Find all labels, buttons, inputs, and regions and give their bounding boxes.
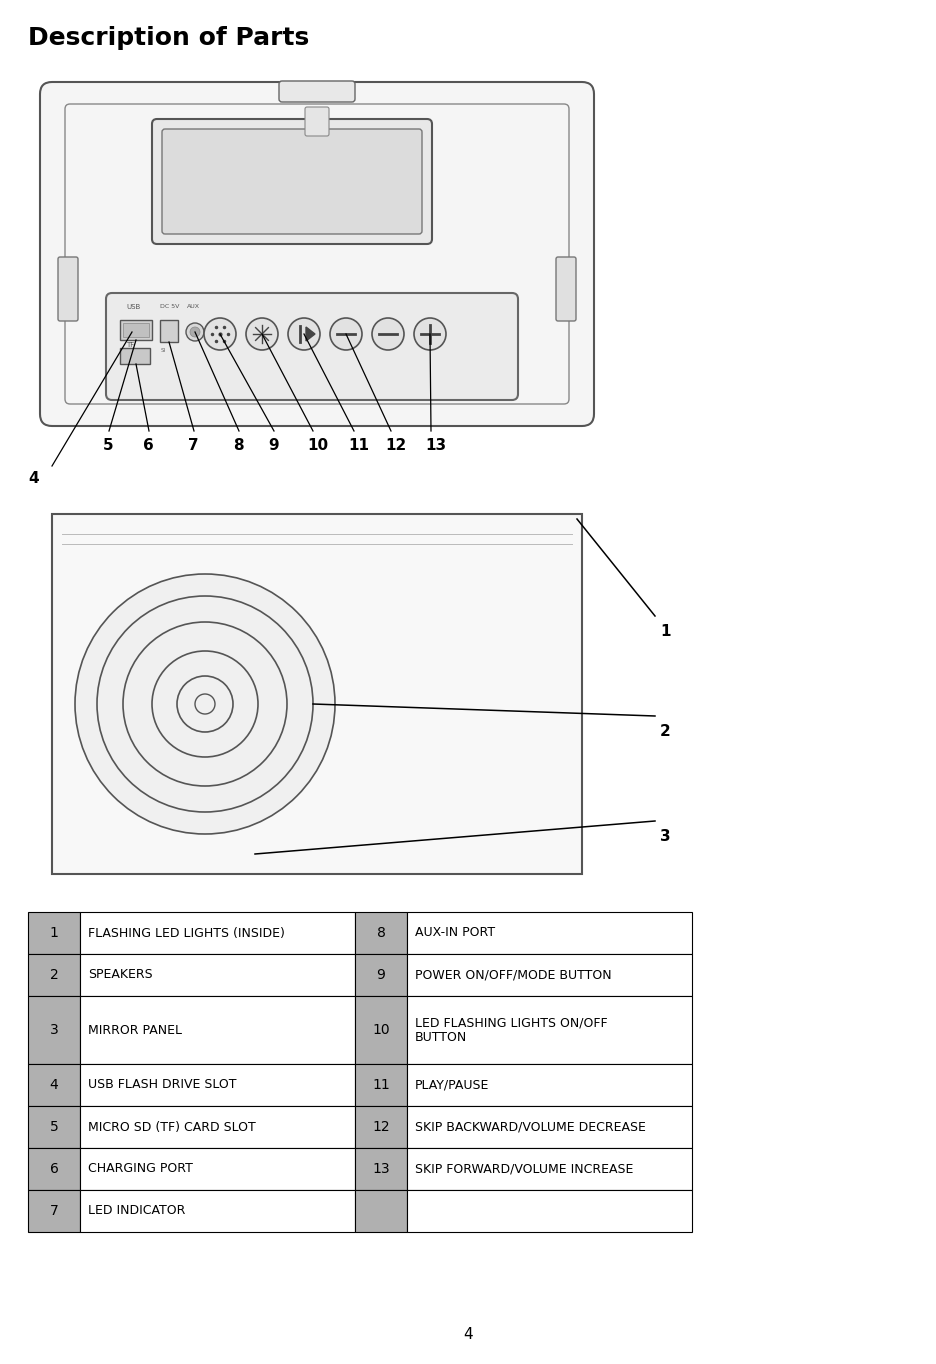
Text: AUX: AUX [187, 304, 200, 310]
Bar [28, 1064, 80, 1106]
Bar [407, 1106, 692, 1148]
Text: 1: 1 [50, 926, 58, 940]
Text: 12: 12 [385, 438, 406, 453]
Circle shape [204, 318, 236, 351]
Circle shape [288, 318, 320, 351]
Circle shape [330, 318, 362, 351]
FancyBboxPatch shape [58, 256, 78, 321]
Circle shape [186, 323, 204, 341]
Text: 11: 11 [373, 1078, 390, 1093]
Text: CHARGING PORT: CHARGING PORT [88, 1162, 193, 1176]
Bar [80, 953, 355, 996]
Text: MIRROR PANEL: MIRROR PANEL [88, 1023, 182, 1037]
Bar [80, 1106, 355, 1148]
FancyBboxPatch shape [556, 256, 576, 321]
Bar [355, 1148, 407, 1189]
Circle shape [75, 574, 335, 833]
Text: 10: 10 [373, 1023, 389, 1037]
Bar [355, 913, 407, 953]
FancyBboxPatch shape [162, 130, 422, 235]
Bar [52, 514, 582, 874]
FancyBboxPatch shape [279, 80, 355, 102]
Text: 9: 9 [268, 438, 279, 453]
Text: 7: 7 [188, 438, 198, 453]
Bar [80, 1148, 355, 1189]
Polygon shape [306, 327, 315, 341]
Text: 13: 13 [373, 1162, 389, 1176]
Text: SI: SI [161, 348, 166, 353]
Bar [28, 1148, 80, 1189]
Circle shape [246, 318, 278, 351]
Bar [120, 321, 152, 340]
Circle shape [190, 327, 200, 337]
FancyBboxPatch shape [305, 106, 329, 136]
Bar [407, 1148, 692, 1189]
Bar [80, 1064, 355, 1106]
Text: 4: 4 [463, 1327, 473, 1342]
Text: LED FLASHING LIGHTS ON/OFF
BUTTON: LED FLASHING LIGHTS ON/OFF BUTTON [415, 1016, 607, 1043]
Text: 6: 6 [50, 1162, 58, 1176]
Text: 11: 11 [348, 438, 369, 453]
Text: SPEAKERS: SPEAKERS [88, 968, 153, 982]
Bar [123, 323, 149, 337]
Text: SKIP FORWARD/VOLUME INCREASE: SKIP FORWARD/VOLUME INCREASE [415, 1162, 634, 1176]
Text: SKIP BACKWARD/VOLUME DECREASE: SKIP BACKWARD/VOLUME DECREASE [415, 1120, 646, 1133]
Text: FLASHING LED LIGHTS (INSIDE): FLASHING LED LIGHTS (INSIDE) [88, 926, 285, 940]
Text: USB FLASH DRIVE SLOT: USB FLASH DRIVE SLOT [88, 1079, 237, 1091]
Text: 9: 9 [376, 968, 386, 982]
Bar [120, 348, 150, 364]
Bar [355, 1106, 407, 1148]
FancyBboxPatch shape [40, 82, 594, 426]
Bar [355, 953, 407, 996]
Text: USB: USB [126, 304, 140, 310]
Text: 7: 7 [50, 1204, 58, 1218]
Circle shape [372, 318, 404, 351]
Text: TF: TF [126, 342, 134, 348]
Text: 1: 1 [660, 623, 670, 638]
Bar [407, 1189, 692, 1232]
Text: DC 5V: DC 5V [160, 304, 180, 310]
Text: 12: 12 [373, 1120, 389, 1133]
Bar [407, 953, 692, 996]
Bar [160, 321, 178, 342]
Text: 5: 5 [50, 1120, 58, 1133]
Text: POWER ON/OFF/MODE BUTTON: POWER ON/OFF/MODE BUTTON [415, 968, 611, 982]
Text: AUX-IN PORT: AUX-IN PORT [415, 926, 495, 940]
Text: 6: 6 [143, 438, 154, 453]
Text: MICRO SD (TF) CARD SLOT: MICRO SD (TF) CARD SLOT [88, 1120, 256, 1133]
Bar [28, 913, 80, 953]
Text: 13: 13 [425, 438, 446, 453]
Bar [80, 1189, 355, 1232]
Bar [355, 1064, 407, 1106]
Text: 10: 10 [307, 438, 329, 453]
Bar [28, 1189, 80, 1232]
FancyBboxPatch shape [152, 119, 432, 244]
FancyBboxPatch shape [106, 293, 518, 400]
Text: Description of Parts: Description of Parts [28, 26, 309, 50]
Bar [28, 953, 80, 996]
Bar [80, 996, 355, 1064]
Circle shape [414, 318, 446, 351]
Bar [355, 996, 407, 1064]
Bar [28, 1106, 80, 1148]
Text: 4: 4 [50, 1078, 58, 1093]
Bar [407, 913, 692, 953]
Text: 4: 4 [28, 471, 38, 486]
Bar [407, 996, 692, 1064]
Bar [355, 1189, 407, 1232]
Text: 2: 2 [660, 724, 671, 739]
Bar [407, 1064, 692, 1106]
Text: 8: 8 [233, 438, 243, 453]
Text: 2: 2 [50, 968, 58, 982]
Text: 3: 3 [50, 1023, 58, 1037]
Text: 8: 8 [376, 926, 386, 940]
Text: PLAY/PAUSE: PLAY/PAUSE [415, 1079, 490, 1091]
Text: 5: 5 [103, 438, 113, 453]
Bar [28, 996, 80, 1064]
Text: LED INDICATOR: LED INDICATOR [88, 1204, 185, 1218]
Text: 3: 3 [660, 829, 670, 844]
Bar [80, 913, 355, 953]
